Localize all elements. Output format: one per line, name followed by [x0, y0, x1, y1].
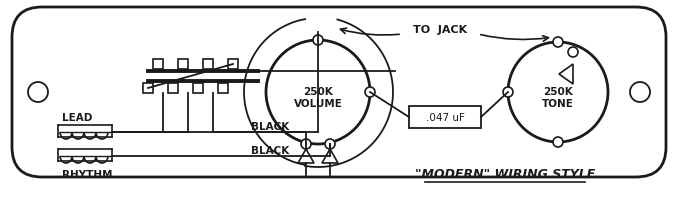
Text: 250K
VOLUME: 250K VOLUME [294, 86, 342, 109]
Text: BLACK: BLACK [251, 121, 289, 131]
Text: TO  JACK: TO JACK [413, 25, 467, 35]
Circle shape [508, 43, 608, 142]
Circle shape [503, 88, 513, 97]
Circle shape [365, 88, 375, 97]
Circle shape [553, 137, 563, 147]
Bar [153, 60, 163, 70]
Text: RHYTHM: RHYTHM [62, 169, 113, 179]
Circle shape [301, 139, 311, 149]
Bar [168, 84, 178, 94]
Circle shape [266, 41, 370, 144]
Polygon shape [298, 149, 314, 163]
Circle shape [630, 83, 650, 103]
Text: 250K
TONE: 250K TONE [542, 86, 574, 109]
Text: "MODERN" WIRING STYLE: "MODERN" WIRING STYLE [415, 168, 595, 181]
Bar [143, 84, 153, 94]
Text: BLACK: BLACK [251, 145, 289, 155]
Text: LEAD: LEAD [62, 112, 92, 122]
Circle shape [28, 83, 48, 103]
Circle shape [553, 38, 563, 48]
Circle shape [313, 36, 323, 46]
FancyBboxPatch shape [12, 8, 666, 177]
Bar [193, 84, 203, 94]
Polygon shape [559, 65, 573, 85]
Circle shape [325, 139, 335, 149]
Bar [228, 60, 238, 70]
Bar [203, 60, 213, 70]
Bar [409, 107, 481, 128]
Circle shape [568, 48, 578, 58]
Polygon shape [322, 149, 338, 163]
Text: .047 uF: .047 uF [426, 112, 464, 122]
Bar [178, 60, 188, 70]
Bar [218, 84, 228, 94]
